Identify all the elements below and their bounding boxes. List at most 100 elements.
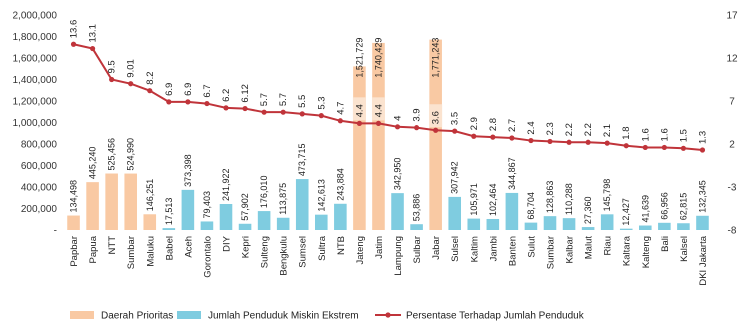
bar-value-label: 105,971 (469, 183, 479, 216)
left-tick-label: 200,000 (21, 204, 58, 215)
line-point (109, 76, 115, 83)
bar (448, 196, 461, 230)
line-value-label: 3.9 (412, 108, 423, 121)
line-point (70, 41, 77, 47)
bar (562, 218, 576, 230)
category-label: Babel (164, 236, 175, 260)
bar (86, 182, 99, 230)
bar (181, 189, 195, 230)
category-label: Jatim (374, 236, 385, 259)
line-point (128, 81, 134, 87)
line-point (623, 143, 629, 149)
category-label: Kaltara (622, 235, 633, 266)
legend-marker (385, 312, 391, 318)
category-label: Kalsel (679, 236, 690, 262)
left-axis: - 200,000 400,000 600,000 800,000 1,000,000 1,… (13, 11, 58, 237)
bar-value-label: 79,403 (202, 191, 212, 219)
line-value-label: 4.4 (354, 104, 365, 117)
category-label: Kaltim (469, 236, 480, 262)
category-label: Sumbar (546, 236, 557, 269)
category-label: Jambi (488, 236, 499, 261)
bar (619, 228, 633, 230)
bar (124, 173, 137, 230)
line-value-label: 3.6 (431, 111, 442, 124)
bar (353, 66, 366, 231)
line-value-label: 1.6 (640, 128, 651, 141)
category-label: Maluku (145, 236, 156, 267)
line-value-label: 1.3 (697, 131, 708, 144)
left-tick-label: 1,800,000 (13, 32, 58, 43)
category-label: Jabar (431, 236, 442, 260)
category-label: Kalteng (641, 236, 652, 268)
category-label: Papua (88, 235, 99, 263)
left-tick-label: 1,000,000 (13, 118, 58, 129)
line-point (261, 109, 267, 115)
line-point (375, 120, 382, 126)
line-value-label: 9.01 (126, 59, 137, 78)
bar-value-label: 17,513 (164, 198, 174, 226)
line-point (394, 124, 401, 130)
category-label: Bali (660, 236, 671, 252)
bar (67, 215, 80, 230)
bar-value-label: 373,398 (183, 154, 193, 187)
bar (295, 179, 309, 230)
bar-value-label: 27,360 (583, 197, 593, 225)
category-label: Sumsel (298, 236, 309, 268)
legend-label: Daerah Prioritas (101, 311, 173, 322)
bar (677, 223, 690, 230)
bar-value-label: 142,613 (316, 179, 326, 212)
line-point (528, 137, 534, 144)
bar-value-labels: 134,498 445,240 525,456 524,990 146,251 17,51… (69, 38, 708, 226)
category-label: Kalbar (565, 236, 576, 263)
bar (581, 227, 595, 230)
line-value-label: 1.5 (678, 129, 689, 142)
category-label: Sulut (526, 236, 537, 258)
bar (143, 214, 157, 230)
category-label: Banten (507, 236, 518, 266)
line-point (452, 128, 458, 134)
category-label: Papbar (69, 236, 80, 267)
bar (543, 216, 557, 230)
category-label: NTB (336, 236, 347, 255)
left-tick-label: - (54, 226, 57, 237)
right-tick-label: 17 (726, 11, 738, 22)
line-point (471, 133, 477, 139)
category-label: Sulbar (412, 236, 423, 263)
bar (257, 211, 271, 230)
line-value-label: 4.4 (373, 104, 384, 117)
category-label: Gorontalo (202, 236, 213, 278)
category-label: DIY (222, 235, 233, 252)
bar-value-label: 41,639 (640, 195, 650, 223)
line-value-label: 2.1 (602, 124, 613, 137)
right-tick-label: 12 (726, 54, 738, 65)
category-label: Jateng (355, 236, 366, 265)
category-labels: Papbar Papua NTT Sumbar Maluku Babel Aceh Goron… (69, 235, 709, 285)
line-value-label: 6.7 (202, 84, 213, 97)
line-value-label: 2.7 (507, 119, 518, 132)
bar-value-label: 134,498 (69, 180, 79, 213)
bar-value-label: 132,345 (697, 180, 707, 213)
legend: Daerah Prioritas Jumlah Penduduk Miskin E… (70, 311, 585, 322)
bar-value-label: 68,704 (526, 192, 536, 220)
line-point (204, 100, 210, 107)
category-label: Sumbar (126, 236, 137, 269)
category-label: Malut (584, 236, 595, 260)
bar (600, 214, 614, 230)
left-tick-label: 600,000 (21, 161, 58, 172)
bar-value-label: 57,902 (240, 193, 250, 221)
bar-value-label: 445,240 (88, 147, 98, 180)
right-tick-label: 2 (729, 140, 735, 151)
line-point (433, 127, 439, 133)
line-value-label: 3.5 (450, 112, 461, 125)
bar (238, 223, 252, 230)
line-point (166, 99, 172, 105)
bar-value-label: 243,884 (335, 168, 345, 201)
bar-value-label: 110,288 (564, 183, 574, 215)
bar-value-label: 344,867 (507, 157, 517, 190)
bar (410, 224, 423, 230)
line-point (337, 118, 343, 124)
category-label: Sulteng (260, 236, 271, 268)
line-point (699, 147, 706, 153)
legend-label: Persentase Terhadap Jumlah Penduduk (406, 311, 585, 322)
